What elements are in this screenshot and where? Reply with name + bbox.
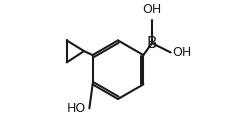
Text: OH: OH bbox=[142, 3, 162, 16]
Text: OH: OH bbox=[172, 46, 191, 59]
Text: HO: HO bbox=[67, 102, 86, 115]
Text: B: B bbox=[147, 36, 157, 51]
